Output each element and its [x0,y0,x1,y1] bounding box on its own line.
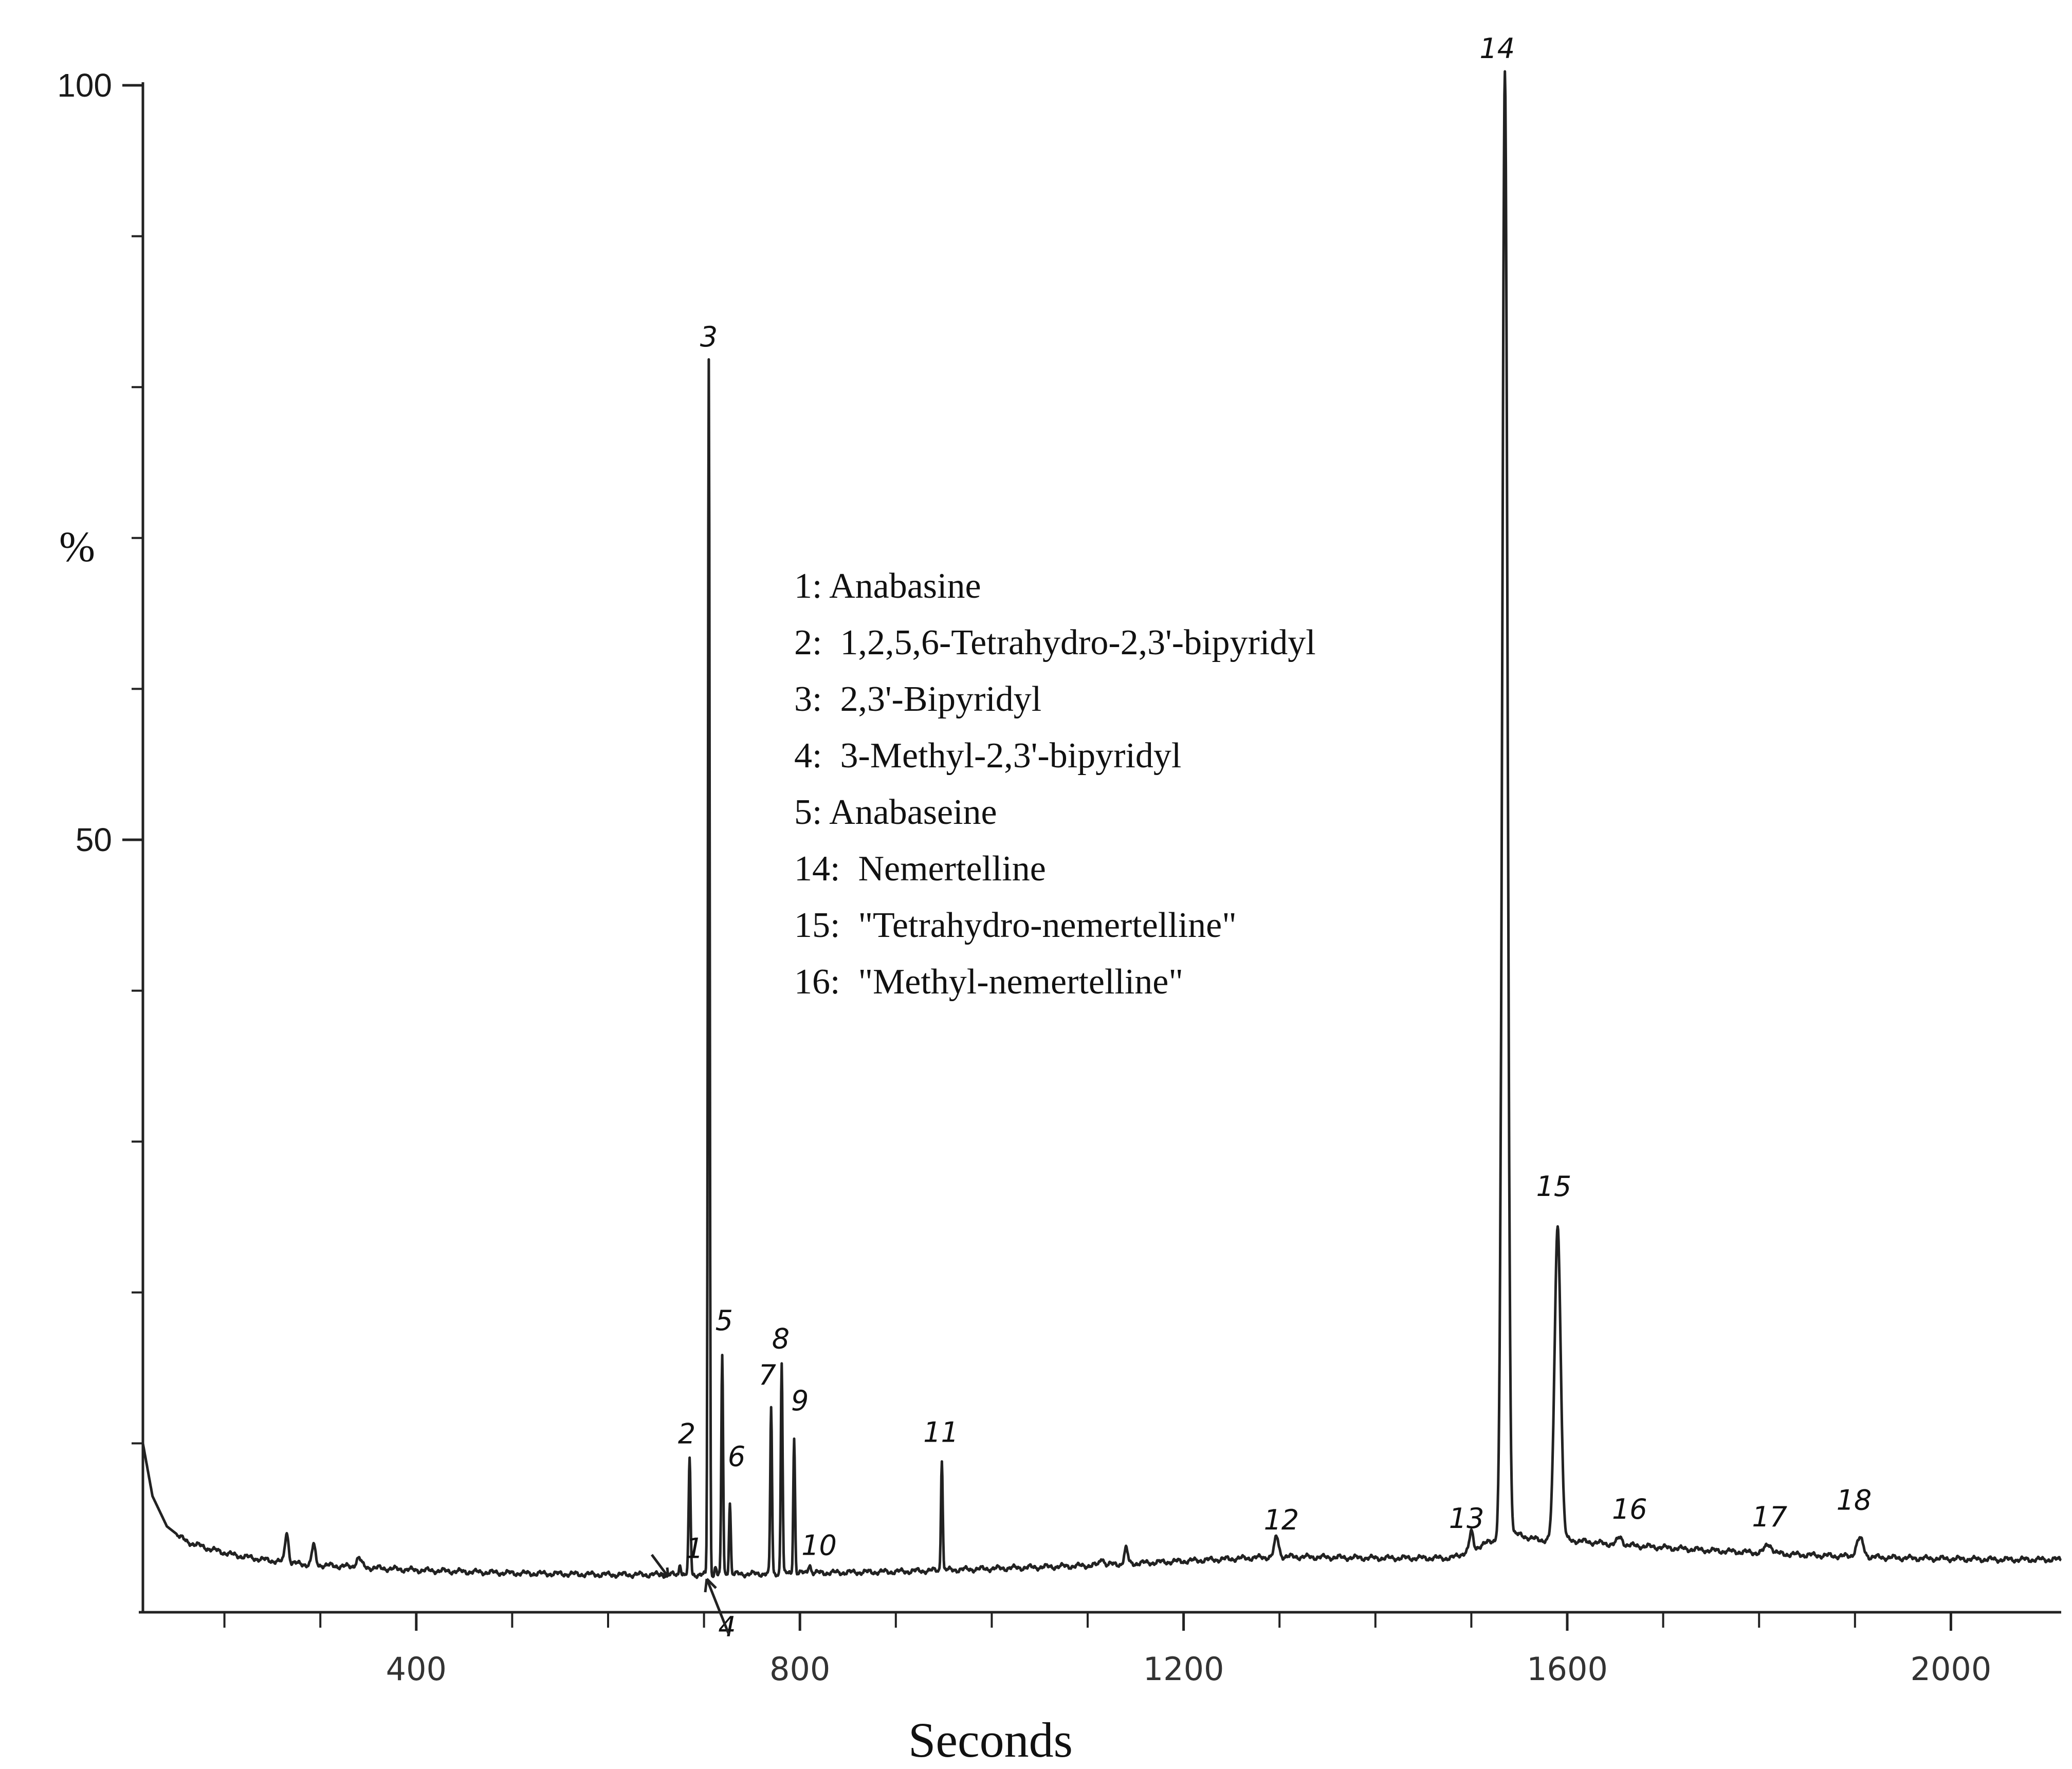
peak-label-13: 13 [1449,1502,1484,1535]
peak-label-2: 2 [678,1417,695,1450]
legend-entry: 15: "Tetrahydro-nemertelline" [794,906,1237,945]
x-axis-title: Seconds [908,1712,1073,1767]
peak-label-7: 7 [759,1359,776,1391]
axes [139,82,2061,1614]
peak-label-1: 1 [686,1533,703,1565]
x-tick-label: 1600 [1527,1650,1608,1688]
peak-label-11: 11 [923,1416,959,1448]
y-tick-label: 50 [76,821,112,858]
x-tick-label: 400 [386,1650,447,1688]
peak-4-arrow [704,1578,730,1635]
x-tick-label: 1200 [1143,1650,1224,1688]
legend-entry: 14: Nemertelline [794,849,1046,889]
peak-label-17: 17 [1752,1501,1787,1533]
peak-1-arrow [650,1554,670,1578]
peak-label-10: 10 [801,1530,837,1562]
peak-label-8: 8 [772,1322,790,1355]
peak-label-9: 9 [791,1385,809,1417]
legend-entry: 1: Anabasine [794,566,981,606]
chromatogram-trace [141,70,2062,1579]
legend-entry: 16: "Methyl-nemertelline" [794,962,1183,1002]
x-tick-label: 2000 [1911,1650,1992,1688]
y-ticks: 100 50 [57,67,143,1445]
peak-label-14: 14 [1479,32,1515,65]
peak-label-16: 16 [1612,1493,1647,1525]
compound-legend: 1: Anabasine 2: 1,2,5,6-Tetrahydro-2,3'-b… [794,566,1316,1002]
peak-label-5: 5 [716,1304,733,1337]
peak-arrows [650,1554,730,1635]
y-tick-label: 100 [57,67,112,104]
peak-label-18: 18 [1837,1484,1872,1517]
peak-label-12: 12 [1264,1504,1299,1536]
legend-entry: 2: 1,2,5,6-Tetrahydro-2,3'-bipyridyl [794,623,1316,662]
y-axis-unit-label: % [59,523,95,571]
peak-label-15: 15 [1536,1170,1572,1203]
legend-entry: 5: Anabaseine [794,793,997,832]
peak-label-3: 3 [700,321,718,353]
x-ticks: 400 800 1200 1600 2000 [223,1612,1992,1688]
legend-entry: 3: 2,3'-Bipyridyl [794,679,1041,719]
x-tick-label: 800 [769,1650,830,1688]
peak-label-6: 6 [728,1440,745,1472]
legend-entry: 4: 3-Methyl-2,3'-bipyridyl [794,736,1181,776]
